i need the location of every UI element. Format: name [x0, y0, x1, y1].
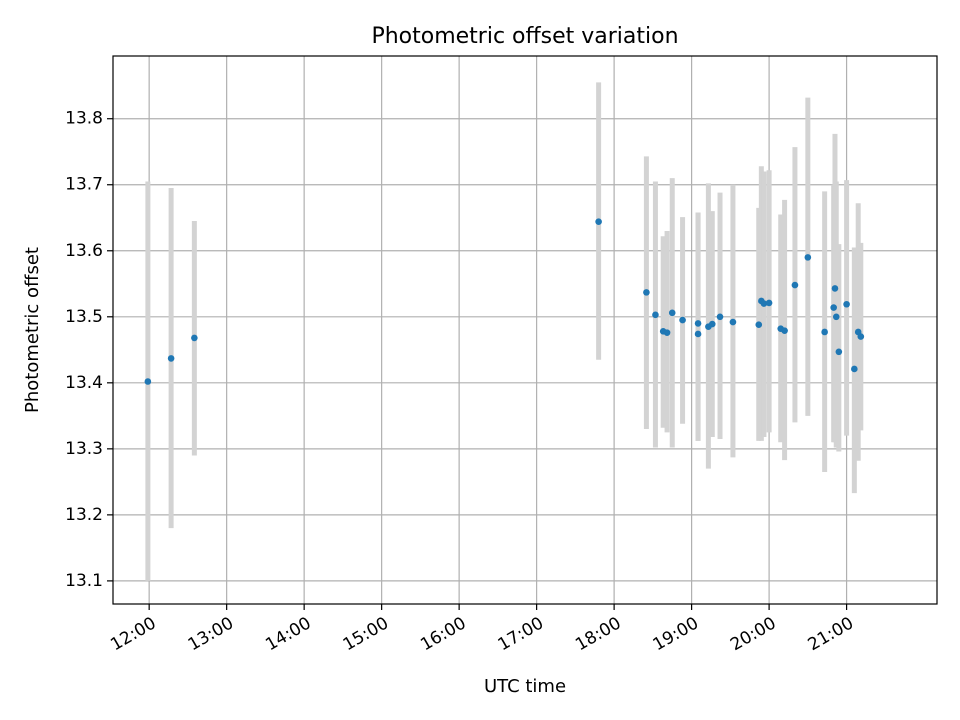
data-point	[843, 300, 850, 308]
y-tick-label: 13.8	[65, 109, 103, 129]
data-point	[832, 313, 840, 321]
data-point	[835, 348, 843, 356]
data-point	[694, 320, 702, 327]
data-point	[643, 289, 650, 296]
data-point	[144, 378, 152, 385]
data-point	[857, 333, 865, 340]
data-point	[781, 327, 788, 334]
data-point	[652, 311, 659, 319]
data-point	[821, 328, 828, 336]
data-point	[716, 313, 724, 321]
y-tick-label: 13.4	[65, 373, 103, 393]
data-point	[760, 300, 768, 307]
y-tick-label: 13.1	[65, 571, 103, 591]
data-point	[755, 321, 763, 329]
data-point	[851, 365, 858, 373]
y-tick-label: 13.5	[65, 307, 103, 327]
plot-frame	[112, 55, 938, 605]
y-tick-label: 13.6	[65, 241, 103, 261]
x-axis-label: UTC time	[484, 676, 566, 697]
data-point	[694, 330, 702, 338]
data-point	[191, 334, 198, 342]
data-point	[167, 355, 175, 362]
y-axis-label: Photometric offset	[22, 247, 43, 413]
data-point	[679, 316, 686, 324]
chart-title: Photometric offset variation	[371, 24, 678, 49]
grid	[113, 56, 937, 604]
data-point	[663, 329, 671, 336]
data-point	[729, 318, 737, 326]
data-point	[668, 309, 676, 317]
data-point	[595, 218, 602, 226]
y-tick-label: 13.2	[65, 505, 103, 525]
y-tick-label: 13.7	[65, 175, 103, 195]
data-point	[765, 299, 773, 307]
data-point	[791, 281, 799, 289]
data-points	[144, 218, 865, 385]
data-point	[708, 320, 716, 328]
data-point	[830, 304, 837, 311]
data-point	[831, 285, 839, 292]
data-point	[804, 254, 812, 261]
y-tick-label: 13.3	[65, 439, 103, 459]
